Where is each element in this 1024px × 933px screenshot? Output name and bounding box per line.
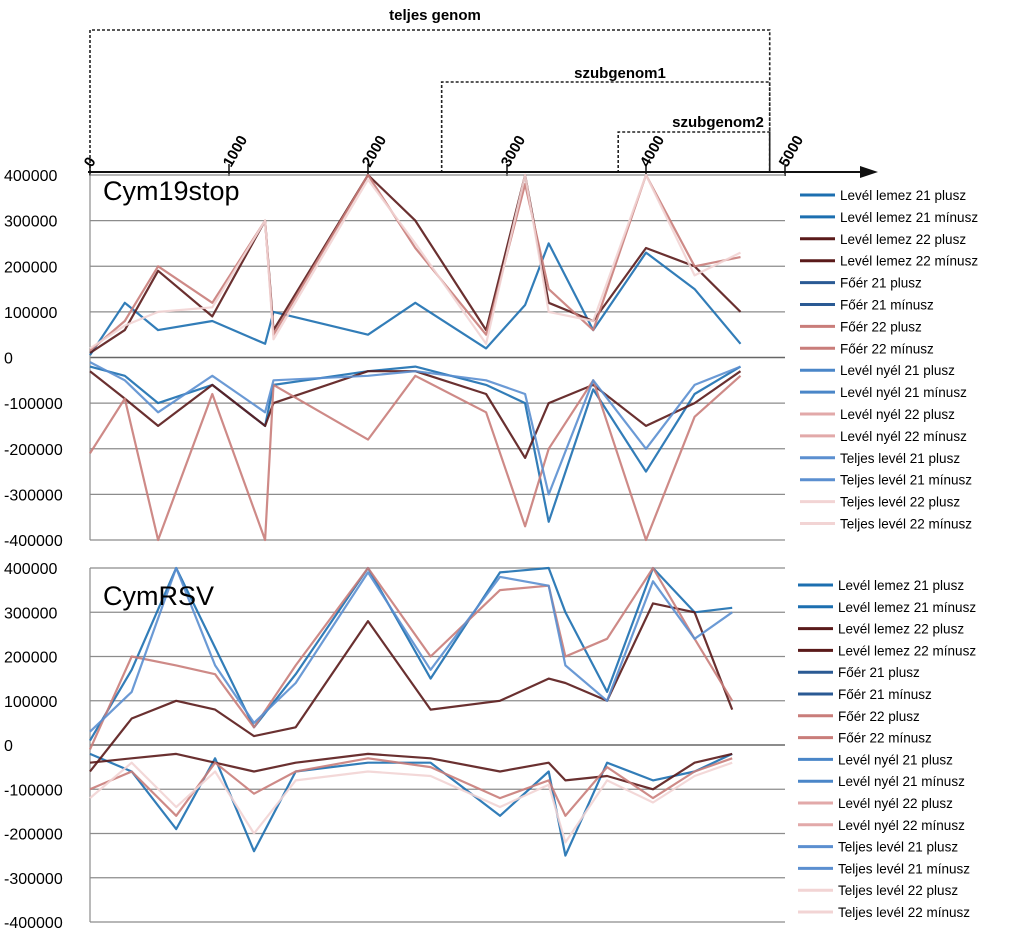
legend-label: Levél lemez 21 mínusz xyxy=(838,600,976,615)
series-line xyxy=(89,752,733,857)
genome-axis-tick-label: 2000 xyxy=(359,133,390,170)
y-tick-label: -100000 xyxy=(4,396,63,413)
legend-label: Levél nyél 22 mínusz xyxy=(840,429,967,444)
legend-label: Levél lemez 21 plusz xyxy=(840,188,966,203)
region-label: szubgenom1 xyxy=(574,65,666,82)
y-tick-label: 400000 xyxy=(4,168,57,185)
legend: Levél lemez 21 plusz Levél lemez 21 mínus… xyxy=(800,188,978,532)
legend-label: Levél nyél 21 mínusz xyxy=(838,774,965,789)
region-label: szubgenom2 xyxy=(672,114,764,131)
legend-label: Levél lemez 21 mínusz xyxy=(840,210,978,225)
legend-label: Levél nyél 21 plusz xyxy=(838,752,953,767)
series-line xyxy=(89,361,741,496)
chart-title: CymRSV xyxy=(103,581,214,611)
series-line xyxy=(89,602,734,773)
series-line xyxy=(89,752,733,791)
legend-label: Levél nyél 21 mínusz xyxy=(840,385,967,400)
y-tick-label: 400000 xyxy=(4,561,57,578)
chart-cym19stop: 400000 300000 200000 100000 0 -100000 -200000 -… xyxy=(4,168,978,550)
series-line xyxy=(89,173,742,354)
chart-cymrsv: 400000 300000 200000 100000 0 -100000 -200000 -… xyxy=(4,561,976,932)
genome-axis-tick-label: 3000 xyxy=(498,133,529,170)
y-tick-label: -300000 xyxy=(4,487,63,504)
y-tick-label: -200000 xyxy=(4,442,63,459)
legend-label: Teljes levél 22 mínusz xyxy=(840,517,972,532)
legend-label: Levél nyél 22 plusz xyxy=(838,796,953,811)
legend-label: Főér 21 mínusz xyxy=(840,298,934,313)
y-tick-label: -300000 xyxy=(4,871,63,888)
series-line xyxy=(89,374,742,542)
legend-label: Teljes levél 21 plusz xyxy=(838,840,958,855)
region-label: teljes genom xyxy=(389,7,481,24)
legend-label: Főér 21 plusz xyxy=(838,665,920,680)
legend-label: Főér 22 plusz xyxy=(838,709,920,724)
series-line xyxy=(88,566,734,750)
series-line xyxy=(89,757,733,817)
y-tick-label: 0 xyxy=(4,738,13,755)
region-bracket xyxy=(617,131,771,173)
legend-label: Teljes levél 21 mínusz xyxy=(840,473,972,488)
legend-label: Főér 22 mínusz xyxy=(838,731,932,746)
series-line xyxy=(89,173,741,350)
legend-label: Levél lemez 21 plusz xyxy=(838,578,964,593)
region-bracket xyxy=(89,29,771,173)
y-tick-label: 0 xyxy=(4,351,13,368)
y-tick-label: -200000 xyxy=(4,827,63,844)
legend-label: Főér 21 mínusz xyxy=(838,687,932,702)
legend-label: Teljes levél 22 plusz xyxy=(838,883,958,898)
legend-label: Levél lemez 22 mínusz xyxy=(838,643,976,658)
genome-axis-arrow xyxy=(860,166,878,178)
legend-label: Teljes levél 21 plusz xyxy=(840,451,960,466)
chart-title: Cym19stop xyxy=(103,176,240,206)
y-tick-label: -400000 xyxy=(4,533,63,550)
legend-label: Levél lemez 22 mínusz xyxy=(840,254,978,269)
legend-label: Teljes levél 22 plusz xyxy=(840,495,960,510)
legend-label: Főér 21 plusz xyxy=(840,276,922,291)
y-tick-label: 200000 xyxy=(4,259,57,276)
series-line xyxy=(89,242,742,356)
legend-label: Levél nyél 21 plusz xyxy=(840,363,955,378)
y-tick-label: -400000 xyxy=(4,915,63,932)
y-tick-label: 200000 xyxy=(4,650,57,667)
y-tick-label: 300000 xyxy=(4,214,57,231)
legend-label: Levél nyél 22 plusz xyxy=(840,407,955,422)
y-tick-label: 100000 xyxy=(4,305,57,322)
y-tick-label: -100000 xyxy=(4,782,63,799)
legend-label: Teljes levél 22 mínusz xyxy=(838,905,970,920)
region-bracket xyxy=(440,81,771,173)
genome-axis-tick-label: 5000 xyxy=(776,133,807,170)
series-line xyxy=(89,566,733,742)
legend-label: Levél lemez 22 plusz xyxy=(838,622,964,637)
y-tick-label: 100000 xyxy=(4,694,57,711)
legend-label: Teljes levél 21 mínusz xyxy=(838,861,970,876)
legend-label: Főér 22 mínusz xyxy=(840,341,934,356)
legend-label: Levél lemez 22 plusz xyxy=(840,232,966,247)
series-line xyxy=(89,761,733,844)
y-tick-label: 300000 xyxy=(4,605,57,622)
legend: Levél lemez 21 plusz Levél lemez 21 mínus… xyxy=(798,578,976,920)
legend-label: Főér 22 plusz xyxy=(840,319,922,334)
genome-axis-tick-label: 4000 xyxy=(637,133,668,170)
series-line xyxy=(89,365,742,523)
genome-axis-tick-label: 1000 xyxy=(220,133,251,170)
series-line xyxy=(89,566,733,733)
legend-label: Levél nyél 22 mínusz xyxy=(838,818,965,833)
